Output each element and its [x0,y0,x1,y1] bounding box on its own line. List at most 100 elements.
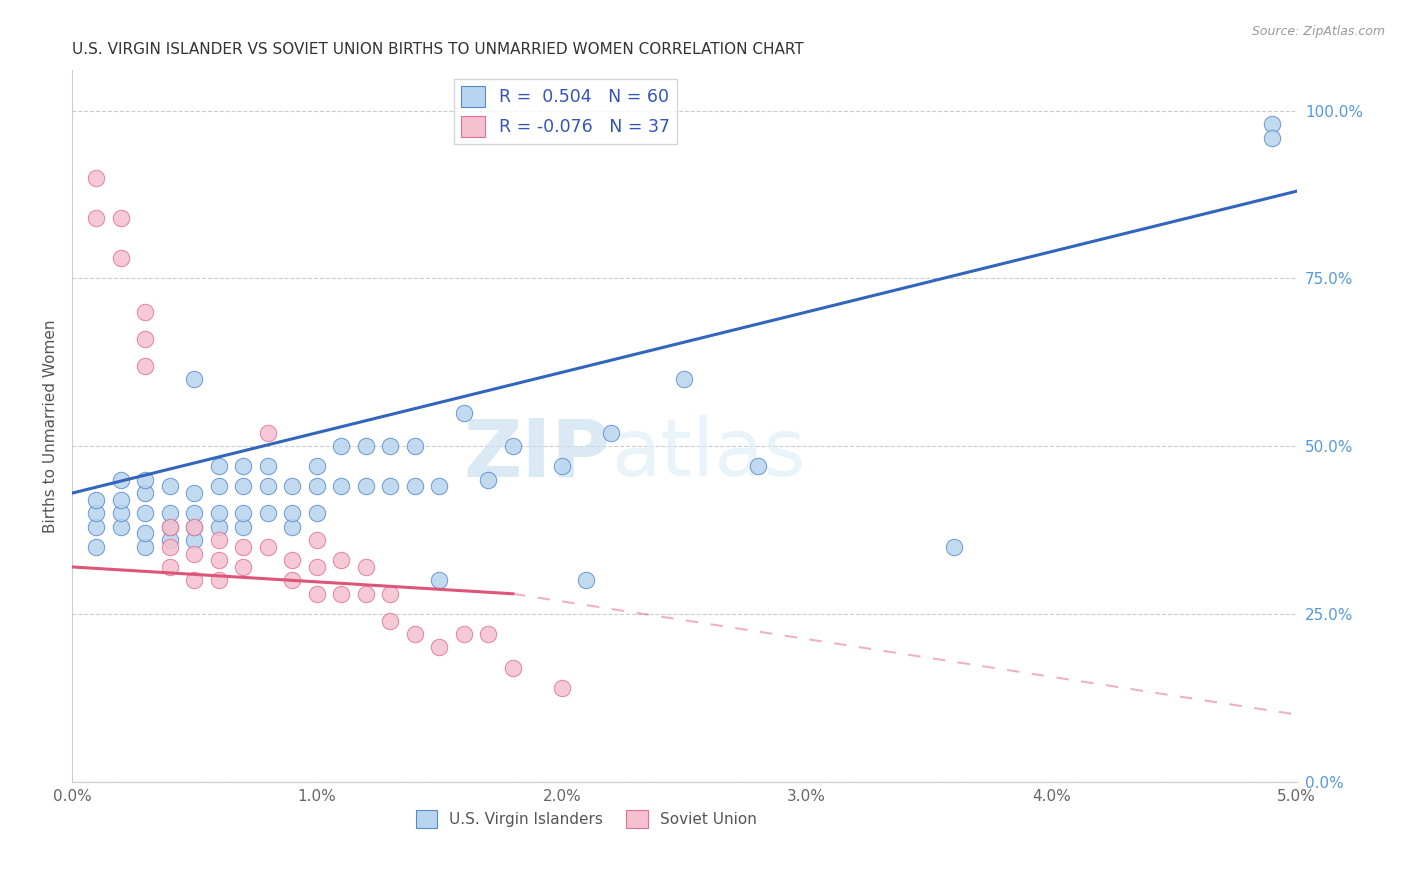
Point [86,506,108,520]
Point [183,486,205,500]
Point [257,425,280,440]
Point [330,439,353,453]
Legend: U.S. Virgin Islanders, Soviet Union: U.S. Virgin Islanders, Soviet Union [409,804,763,835]
Point [86,519,108,533]
Point [232,540,254,554]
Point [281,574,304,588]
Point [86,170,108,185]
Point [110,473,132,487]
Point [453,406,475,420]
Point [159,506,181,520]
Point [502,660,524,674]
Point [86,540,108,554]
Point [232,506,254,520]
Point [354,587,377,601]
Point [159,519,181,533]
Point [427,640,450,655]
Point [208,459,231,474]
Point [551,681,574,695]
Point [208,553,231,567]
Point [159,533,181,548]
Point [453,627,475,641]
Point [305,479,328,493]
Point [281,479,304,493]
Point [330,553,353,567]
Point [281,519,304,533]
Point [183,547,205,561]
Point [427,574,450,588]
Point [110,506,132,520]
Point [257,459,280,474]
Point [208,479,231,493]
Text: U.S. VIRGIN ISLANDER VS SOVIET UNION BIRTHS TO UNMARRIED WOMEN CORRELATION CHART: U.S. VIRGIN ISLANDER VS SOVIET UNION BIR… [72,42,804,57]
Point [257,506,280,520]
Point [380,479,402,493]
Point [232,479,254,493]
Text: Source: ZipAtlas.com: Source: ZipAtlas.com [1251,25,1385,38]
Point [134,305,156,319]
Point [159,479,181,493]
Point [354,560,377,574]
Point [183,574,205,588]
Point [305,560,328,574]
Point [134,506,156,520]
Point [575,574,598,588]
Point [134,359,156,373]
Point [208,506,231,520]
Point [1261,130,1284,145]
Point [551,459,574,474]
Point [673,372,696,386]
Point [427,479,450,493]
Point [134,332,156,346]
Point [305,459,328,474]
Point [232,560,254,574]
Point [208,519,231,533]
Point [502,439,524,453]
Point [305,506,328,520]
Point [404,439,426,453]
Point [1261,117,1284,131]
Point [134,486,156,500]
Y-axis label: Births to Unmarried Women: Births to Unmarried Women [44,319,58,533]
Text: atlas: atlas [610,416,806,493]
Point [305,587,328,601]
Point [281,506,304,520]
Point [380,614,402,628]
Point [477,473,499,487]
Point [134,526,156,541]
Point [404,627,426,641]
Point [330,479,353,493]
Point [257,479,280,493]
Point [208,574,231,588]
Point [330,587,353,601]
Point [110,492,132,507]
Point [110,211,132,225]
Point [404,479,426,493]
Point [305,533,328,548]
Point [159,560,181,574]
Text: ZIP: ZIP [464,416,610,493]
Point [183,519,205,533]
Point [257,540,280,554]
Point [232,519,254,533]
Point [208,533,231,548]
Point [942,540,965,554]
Point [159,519,181,533]
Point [380,439,402,453]
Point [183,506,205,520]
Point [183,533,205,548]
Point [159,540,181,554]
Point [599,425,621,440]
Point [354,479,377,493]
Point [110,519,132,533]
Point [134,473,156,487]
Point [183,372,205,386]
Point [134,540,156,554]
Point [86,492,108,507]
Point [183,519,205,533]
Point [380,587,402,601]
Point [281,553,304,567]
Point [747,459,769,474]
Point [110,252,132,266]
Point [477,627,499,641]
